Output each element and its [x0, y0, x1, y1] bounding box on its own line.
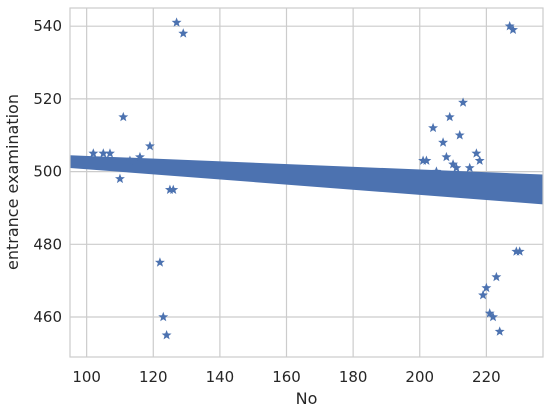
x-tick-label: 120 [139, 368, 168, 386]
y-tick-label: 520 [33, 90, 62, 108]
data-point [444, 111, 455, 122]
data-point [491, 271, 502, 282]
data-point [171, 17, 182, 27]
y-tick-label: 500 [33, 163, 62, 181]
data-point [494, 326, 505, 336]
data-point [451, 162, 462, 173]
data-point [158, 311, 169, 322]
regression-confidence-band [70, 155, 543, 205]
data-point [161, 329, 172, 340]
data-point [458, 97, 468, 107]
x-tick-label: 200 [405, 368, 434, 386]
data-point [478, 290, 488, 300]
data-point [88, 148, 99, 158]
y-tick-label: 540 [33, 17, 62, 35]
point-layer [88, 17, 525, 340]
x-tick-label: 180 [339, 368, 368, 386]
data-point [474, 155, 485, 165]
x-tick-label: 140 [206, 368, 235, 386]
y-tick-label: 480 [33, 235, 62, 253]
x-tick-label: 100 [72, 368, 101, 386]
x-tick-label: 160 [272, 368, 301, 386]
data-point [125, 155, 135, 165]
data-point [484, 308, 495, 318]
data-point [471, 148, 482, 158]
data-point [154, 257, 165, 267]
data-point [105, 148, 115, 158]
y-tick-labels: 460 480 500 520 540 [33, 17, 62, 326]
data-point [168, 184, 179, 194]
band-layer [70, 155, 543, 205]
data-point [514, 246, 525, 256]
plot-frame [69, 7, 544, 358]
data-point [464, 162, 475, 173]
data-point [115, 173, 125, 184]
data-point [504, 20, 515, 31]
data-point [98, 148, 109, 158]
data-point [431, 166, 442, 176]
data-point [448, 159, 459, 169]
x-axis-label: No [296, 389, 318, 408]
data-point [481, 282, 492, 293]
data-point [454, 130, 465, 140]
data-point [428, 122, 439, 133]
data-point [508, 24, 518, 35]
data-point [438, 137, 449, 147]
data-point [118, 111, 129, 122]
data-point [441, 151, 452, 162]
data-point [488, 311, 498, 322]
x-tick-label: 220 [472, 368, 501, 386]
data-point [135, 151, 145, 162]
y-axis-label: entrance examination [3, 94, 22, 270]
data-point [178, 28, 189, 38]
y-tick-label: 460 [33, 308, 62, 326]
data-point [421, 155, 432, 165]
x-tick-labels: 100 120 140 160 180 200 220 [72, 368, 500, 386]
data-point [145, 140, 155, 151]
